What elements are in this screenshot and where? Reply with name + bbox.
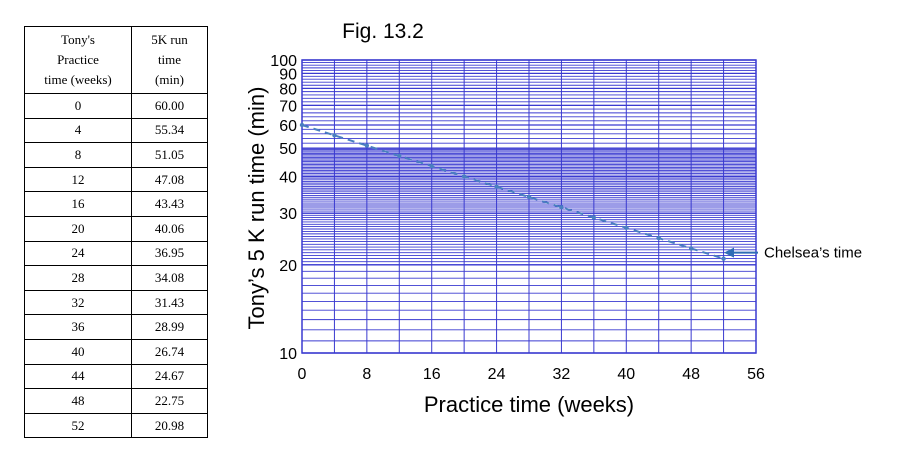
y-tick-label: 10 (279, 346, 297, 363)
data-point (461, 174, 467, 179)
y-axis-label: Tony’s 5 K run time (min) (244, 87, 269, 330)
x-tick-label: 8 (362, 366, 371, 383)
y-tick-label: 20 (279, 258, 297, 275)
cell-weeks: 20 (24, 215, 132, 242)
grid-minor-lines (301, 59, 757, 354)
cell-minutes: 24.67 (131, 363, 208, 390)
x-tick-labels: 0 8 16 24 32 40 48 56 (298, 366, 765, 383)
data-point (364, 143, 370, 148)
arrow-head (724, 247, 734, 258)
x-tick-label: 0 (298, 366, 307, 383)
cell-minutes: 31.43 (131, 289, 208, 316)
chelsea-arrow (724, 247, 758, 258)
table-header-row: Tony's Practice time (weeks) 5K run time… (24, 26, 208, 94)
table-row: 0 60.00 (24, 93, 208, 119)
x-axis-label: Practice time (weeks) (424, 392, 634, 417)
cell-weeks: 40 (24, 338, 132, 365)
cell-minutes: 51.05 (131, 142, 208, 168)
x-tick-label: 16 (423, 366, 441, 383)
y-tick-label: 90 (279, 66, 297, 83)
table-row: 48 22.75 (24, 388, 208, 414)
cell-minutes: 60.00 (131, 93, 208, 119)
table-row: 40 26.74 (24, 338, 208, 365)
cell-weeks: 52 (24, 412, 132, 439)
cell-weeks: 12 (24, 166, 132, 193)
x-tick-label: 40 (617, 366, 635, 383)
series-points (299, 122, 726, 261)
annotation-chelsea-time: Chelsea’s time (764, 245, 862, 262)
plot-border (301, 59, 757, 354)
y-tick-label: 30 (279, 206, 297, 223)
data-point (526, 194, 532, 200)
data-point (397, 153, 402, 159)
table-row: 44 24.67 (24, 363, 208, 390)
header-line: 5K run (151, 32, 188, 47)
data-point (721, 256, 726, 261)
series-line-run-time (301, 124, 724, 260)
chart-title: Fig. 13.2 (342, 20, 424, 43)
table-row: 32 31.43 (24, 289, 208, 316)
cell-minutes: 20.98 (131, 412, 208, 439)
y-tick-label: 40 (279, 170, 297, 187)
cell-minutes: 26.74 (131, 338, 208, 365)
cell-weeks: 16 (24, 191, 132, 217)
data-table: Tony's Practice time (weeks) 5K run time… (24, 26, 208, 439)
table-row: 16 43.43 (24, 191, 208, 217)
y-tick-label: 60 (279, 118, 297, 135)
table-row: 52 20.98 (24, 412, 208, 439)
data-point (591, 215, 597, 220)
header-practice-time: Tony's Practice time (weeks) (24, 26, 132, 94)
data-point (429, 163, 434, 169)
header-line: time (157, 52, 182, 67)
data-point (494, 184, 499, 189)
data-point (624, 225, 629, 231)
x-tick-label: 56 (747, 366, 765, 383)
header-run-time: 5K run time (min) (131, 26, 208, 94)
cell-minutes: 55.34 (131, 117, 208, 144)
cell-weeks: 32 (24, 289, 132, 316)
table-row: 28 34.08 (24, 265, 208, 291)
cell-minutes: 40.06 (131, 215, 208, 242)
data-point (688, 246, 694, 251)
cell-minutes: 43.43 (131, 191, 208, 217)
table-row: 12 47.08 (24, 166, 208, 193)
data-point (299, 122, 305, 128)
grid-major-lines (301, 59, 757, 354)
y-tick-label: 80 (279, 81, 297, 98)
cell-weeks: 0 (24, 93, 132, 119)
cell-minutes: 34.08 (131, 265, 208, 291)
x-tick-label: 32 (553, 366, 571, 383)
y-tick-label: 50 (279, 141, 297, 158)
header-line: Tony's (61, 32, 95, 47)
data-point (656, 235, 661, 241)
header-line: (min) (155, 72, 184, 87)
data-point (332, 133, 337, 138)
cell-minutes: 28.99 (131, 314, 208, 340)
y-tick-label: 100 (270, 53, 297, 70)
table-row: 20 40.06 (24, 215, 208, 242)
cell-weeks: 48 (24, 388, 132, 414)
cell-weeks: 28 (24, 265, 132, 291)
y-tick-label: 70 (279, 98, 297, 115)
header-line: Practice (57, 52, 99, 67)
x-tick-label: 48 (682, 366, 700, 383)
header-line: time (weeks) (44, 72, 112, 87)
data-point (559, 205, 564, 210)
x-tick-label: 24 (488, 366, 506, 383)
